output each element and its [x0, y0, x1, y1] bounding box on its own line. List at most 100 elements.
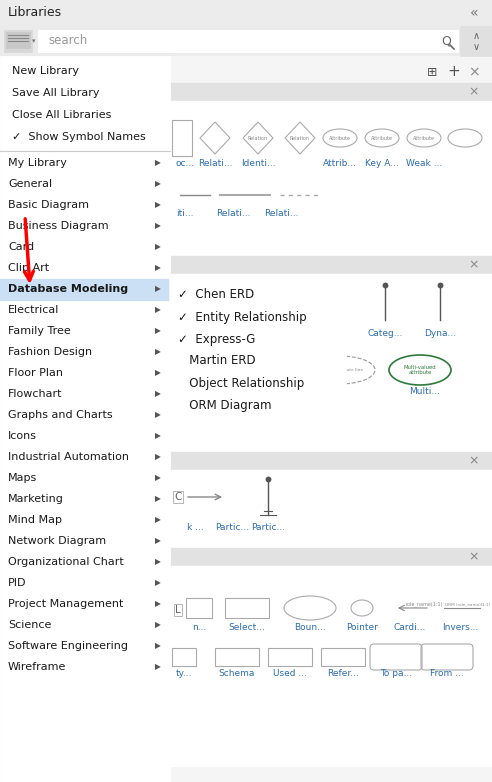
Text: ▶: ▶	[155, 389, 161, 399]
Text: «: «	[470, 6, 478, 20]
Text: Relati...: Relati...	[216, 209, 250, 217]
Text: Object Relationship: Object Relationship	[178, 376, 304, 389]
Text: ▶: ▶	[155, 494, 161, 504]
Text: ×: ×	[469, 454, 479, 468]
Text: ∧: ∧	[472, 31, 480, 41]
Text: Weak ...: Weak ...	[406, 159, 442, 167]
Text: Cardi...: Cardi...	[394, 622, 426, 632]
Text: Refer...: Refer...	[327, 669, 359, 677]
Text: Attribute: Attribute	[413, 135, 435, 141]
Text: Wireframe: Wireframe	[8, 662, 66, 672]
Bar	[170, 548, 492, 566]
Text: New Library: New Library	[12, 66, 79, 76]
Text: Partic...: Partic...	[251, 522, 285, 532]
Text: Invers...: Invers...	[442, 622, 478, 632]
Text: +: +	[448, 64, 461, 80]
Text: ▶: ▶	[155, 264, 161, 272]
Text: Attribute: Attribute	[329, 135, 351, 141]
Text: Close All Libraries: Close All Libraries	[12, 110, 111, 120]
Text: Pointer: Pointer	[346, 622, 378, 632]
Text: Libraries: Libraries	[8, 6, 62, 20]
Text: My Library: My Library	[8, 158, 67, 168]
Bar	[460, 26, 492, 56]
Bar	[268, 648, 312, 666]
Text: Multi...: Multi...	[409, 388, 440, 396]
Text: Fashion Design: Fashion Design	[8, 347, 92, 357]
Bar	[170, 566, 492, 766]
Text: Marketing: Marketing	[8, 494, 64, 504]
Text: ▶: ▶	[155, 620, 161, 630]
Bar	[170, 274, 492, 484]
Text: Mind Map: Mind Map	[8, 515, 62, 525]
Text: Relation: Relation	[290, 135, 310, 141]
Bar	[0, 26, 492, 56]
Text: Icons: Icons	[8, 431, 37, 441]
Bar	[38, 30, 458, 52]
Text: ▶: ▶	[155, 221, 161, 231]
Text: Card: Card	[8, 242, 34, 252]
Text: k ...: k ...	[186, 522, 203, 532]
Bar	[215, 648, 259, 666]
Text: ▶: ▶	[155, 242, 161, 252]
Bar	[170, 277, 345, 417]
Text: ✓  Entity Relationship: ✓ Entity Relationship	[178, 310, 307, 324]
Text: ∨: ∨	[472, 42, 480, 52]
Text: o...: o...	[178, 388, 192, 396]
Text: ▶: ▶	[155, 411, 161, 419]
Text: ▶: ▶	[155, 327, 161, 335]
Bar	[0, 0, 492, 26]
Text: ✓  Express-G: ✓ Express-G	[178, 332, 255, 346]
Text: ORM (role_name)(1:1): ORM (role_name)(1:1)	[445, 602, 491, 606]
Text: ▶: ▶	[155, 180, 161, 188]
Text: ×: ×	[469, 85, 479, 99]
Text: Clip Art: Clip Art	[8, 263, 49, 273]
Bar	[172, 648, 196, 666]
Text: Q: Q	[441, 34, 451, 48]
Bar	[321, 648, 365, 666]
Text: ×: ×	[469, 551, 479, 564]
Text: L: L	[175, 315, 181, 325]
Text: Maps: Maps	[8, 473, 37, 483]
Text: Science: Science	[8, 620, 51, 630]
Bar	[6, 32, 30, 48]
Text: Attrib...: Attrib...	[323, 159, 357, 167]
Bar	[170, 101, 492, 256]
Bar	[172, 358, 190, 382]
Text: oc...: oc...	[176, 159, 194, 167]
Text: iti...: iti...	[176, 209, 194, 217]
Text: Software Engineering: Software Engineering	[8, 641, 128, 651]
Text: ▶: ▶	[155, 432, 161, 440]
Text: search: search	[48, 34, 87, 48]
Bar	[4, 30, 32, 52]
Text: Relation: Relation	[248, 135, 268, 141]
Bar	[225, 598, 269, 618]
Text: Network Diagram: Network Diagram	[8, 536, 106, 546]
Text: Partic...: Partic...	[215, 522, 249, 532]
Text: Floor Plan: Floor Plan	[8, 368, 63, 378]
Text: ✓  Chen ERD: ✓ Chen ERD	[178, 289, 254, 302]
Text: Derived attribute line: Derived attribute line	[316, 368, 364, 372]
Text: Used ...: Used ...	[273, 669, 307, 677]
Text: Multi-valued
attribute: Multi-valued attribute	[404, 364, 436, 375]
Text: Save All Library: Save All Library	[12, 88, 99, 98]
Text: ▶: ▶	[155, 159, 161, 167]
Text: To pa...: To pa...	[380, 669, 412, 677]
Text: Select...: Select...	[229, 622, 266, 632]
Text: Graphs and Charts: Graphs and Charts	[8, 410, 113, 420]
Text: General: General	[8, 179, 52, 189]
Bar	[172, 120, 192, 156]
Text: Electrical: Electrical	[8, 305, 60, 315]
Text: Martin ERD: Martin ERD	[178, 354, 256, 368]
Bar	[186, 598, 212, 618]
Text: From ...: From ...	[430, 669, 464, 677]
Text: n...: n...	[192, 622, 206, 632]
Text: ▶: ▶	[155, 558, 161, 566]
Text: Relati...: Relati...	[264, 209, 298, 217]
Text: Dyna...: Dyna...	[424, 328, 456, 338]
Bar	[0, 279, 170, 300]
Text: ▶: ▶	[155, 306, 161, 314]
Text: g...: g...	[323, 328, 337, 338]
Text: ORM Diagram: ORM Diagram	[178, 399, 272, 411]
Text: Boun...: Boun...	[294, 622, 326, 632]
Text: Business Diagram: Business Diagram	[8, 221, 109, 231]
